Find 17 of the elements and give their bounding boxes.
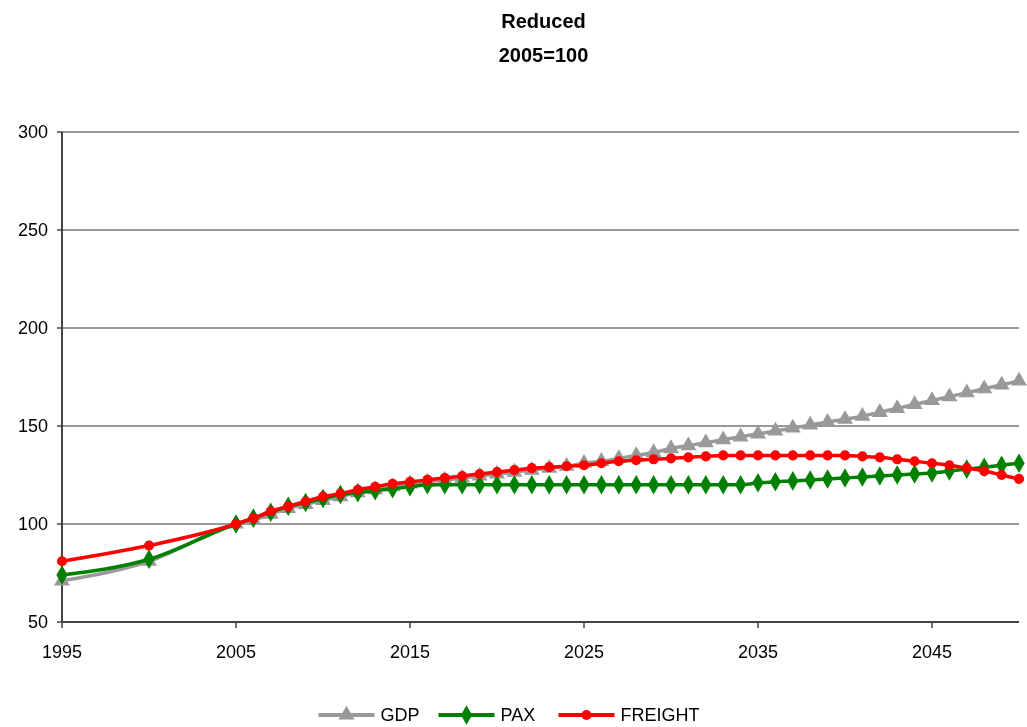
y-tick-label: 50: [27, 612, 48, 633]
y-tick-label: 100: [17, 514, 48, 535]
chart-subtitle: 2005=100: [498, 44, 589, 66]
legend-label: GDP: [380, 705, 420, 726]
x-tick-label: 2025: [563, 642, 605, 662]
legend-label: FREIGHT: [620, 705, 700, 726]
x-tick-label: 1995: [41, 642, 83, 662]
x-tick-label: 2005: [215, 642, 257, 662]
y-tick-label: 200: [17, 318, 48, 339]
chart-title: Reduced: [501, 10, 586, 32]
x-tick-label: 2035: [737, 642, 779, 662]
x-tick-label: 2045: [911, 642, 953, 662]
y-tick-label: 150: [17, 416, 48, 437]
legend-label: PAX: [500, 705, 536, 726]
y-tick-label: 300: [17, 122, 48, 143]
x-tick-label: 2015: [389, 642, 431, 662]
y-tick-label: 250: [17, 220, 48, 241]
